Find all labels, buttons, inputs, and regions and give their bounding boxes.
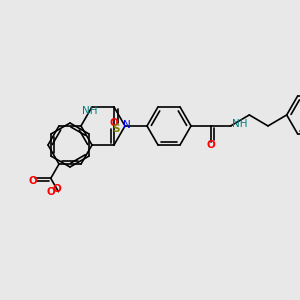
Text: NH: NH <box>82 106 98 116</box>
Text: O: O <box>52 184 61 194</box>
Text: O: O <box>110 118 118 128</box>
Text: O: O <box>29 176 38 186</box>
Text: O: O <box>206 140 215 150</box>
Text: O: O <box>46 187 55 197</box>
Text: NH: NH <box>232 119 247 129</box>
Text: S: S <box>112 124 120 134</box>
Text: N: N <box>123 120 131 130</box>
